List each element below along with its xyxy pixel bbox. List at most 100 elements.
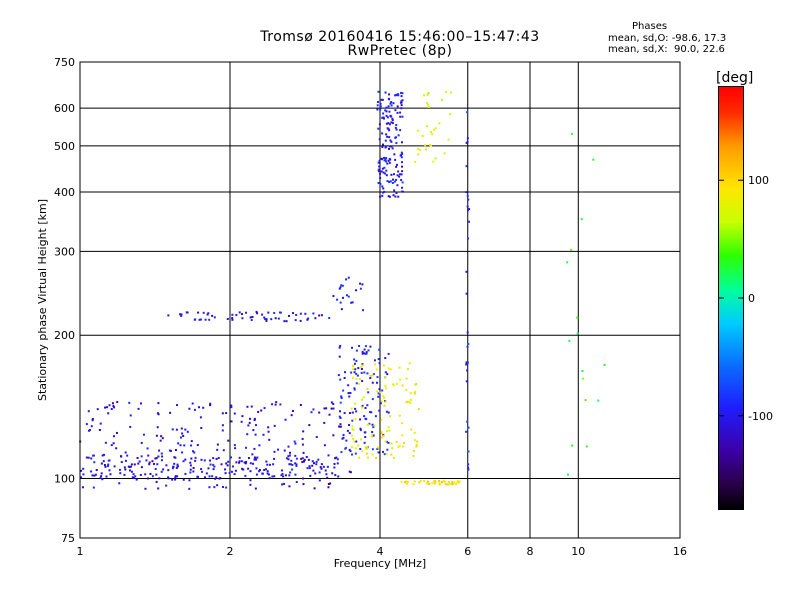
data-point bbox=[396, 111, 399, 114]
data-point bbox=[361, 406, 364, 409]
data-point bbox=[233, 473, 236, 476]
data-point bbox=[87, 456, 90, 459]
data-point bbox=[209, 404, 212, 407]
data-point bbox=[409, 398, 412, 401]
data-point bbox=[319, 466, 322, 469]
data-point bbox=[399, 115, 402, 118]
data-point bbox=[366, 456, 369, 459]
data-point bbox=[365, 352, 368, 355]
data-point bbox=[202, 406, 205, 409]
data-point bbox=[212, 468, 215, 471]
data-point bbox=[244, 462, 247, 465]
data-point bbox=[320, 463, 323, 466]
data-point bbox=[406, 480, 409, 483]
data-point bbox=[377, 168, 380, 171]
data-point bbox=[160, 435, 163, 438]
data-point bbox=[428, 482, 431, 485]
data-point bbox=[204, 476, 207, 479]
data-point bbox=[208, 475, 211, 478]
data-point bbox=[351, 411, 354, 414]
data-point bbox=[234, 469, 237, 472]
data-point bbox=[391, 117, 394, 120]
data-point bbox=[262, 433, 265, 436]
data-point bbox=[372, 373, 375, 376]
data-point bbox=[354, 418, 357, 421]
data-point bbox=[350, 407, 353, 410]
data-point bbox=[225, 412, 228, 415]
data-point bbox=[352, 437, 355, 440]
data-point bbox=[401, 161, 404, 164]
data-point bbox=[371, 448, 374, 451]
data-point bbox=[392, 173, 395, 176]
data-point bbox=[118, 468, 121, 471]
data-point bbox=[377, 451, 380, 454]
data-point bbox=[222, 449, 225, 452]
data-point bbox=[333, 462, 336, 465]
data-point bbox=[212, 463, 215, 466]
data-point bbox=[351, 453, 354, 456]
data-point bbox=[238, 456, 241, 459]
data-point bbox=[191, 402, 194, 405]
data-point bbox=[386, 127, 389, 130]
data-point bbox=[173, 456, 176, 459]
data-point bbox=[371, 453, 374, 456]
data-point bbox=[284, 474, 287, 477]
data-point bbox=[361, 283, 364, 286]
data-point bbox=[106, 406, 109, 409]
data-point bbox=[283, 320, 286, 323]
data-point bbox=[380, 158, 383, 161]
data-point bbox=[353, 371, 356, 374]
data-point bbox=[273, 311, 276, 314]
data-point bbox=[365, 452, 368, 455]
y-tick-label: 100 bbox=[54, 473, 75, 486]
data-point bbox=[137, 462, 140, 465]
data-point bbox=[146, 477, 149, 480]
data-point bbox=[327, 486, 330, 489]
data-point bbox=[409, 392, 412, 395]
data-point bbox=[405, 482, 408, 485]
data-point bbox=[193, 408, 196, 411]
data-point bbox=[332, 434, 335, 437]
data-point bbox=[458, 480, 461, 483]
data-point bbox=[394, 94, 397, 97]
data-point bbox=[267, 311, 270, 314]
data-point bbox=[179, 436, 182, 439]
data-point bbox=[131, 476, 134, 479]
data-point bbox=[343, 412, 346, 415]
data-point bbox=[423, 94, 426, 97]
data-point bbox=[249, 462, 252, 465]
data-point bbox=[231, 317, 234, 320]
data-point bbox=[401, 434, 404, 437]
data-point bbox=[347, 384, 350, 387]
data-point bbox=[140, 402, 143, 405]
data-point bbox=[406, 368, 409, 371]
data-point bbox=[361, 380, 364, 383]
data-point bbox=[423, 144, 426, 147]
data-point bbox=[433, 482, 436, 485]
data-point bbox=[277, 317, 280, 320]
data-point bbox=[196, 475, 199, 478]
data-point bbox=[132, 473, 135, 476]
data-point bbox=[247, 457, 250, 460]
data-point bbox=[400, 173, 403, 176]
data-point bbox=[315, 463, 318, 466]
data-point bbox=[314, 472, 317, 475]
x-tick-label: 6 bbox=[464, 545, 471, 558]
data-point bbox=[365, 448, 368, 451]
data-point bbox=[165, 464, 168, 467]
data-point bbox=[338, 410, 341, 413]
data-point bbox=[427, 103, 430, 106]
data-point bbox=[251, 315, 254, 318]
data-point bbox=[175, 404, 178, 407]
data-point bbox=[175, 428, 178, 431]
data-point bbox=[303, 458, 306, 461]
data-point bbox=[395, 165, 398, 168]
data-point bbox=[92, 454, 95, 457]
data-point bbox=[229, 456, 232, 459]
data-point bbox=[306, 318, 309, 321]
data-point bbox=[414, 439, 417, 442]
data-point bbox=[433, 480, 436, 483]
data-point bbox=[378, 362, 381, 365]
data-point bbox=[235, 461, 238, 464]
